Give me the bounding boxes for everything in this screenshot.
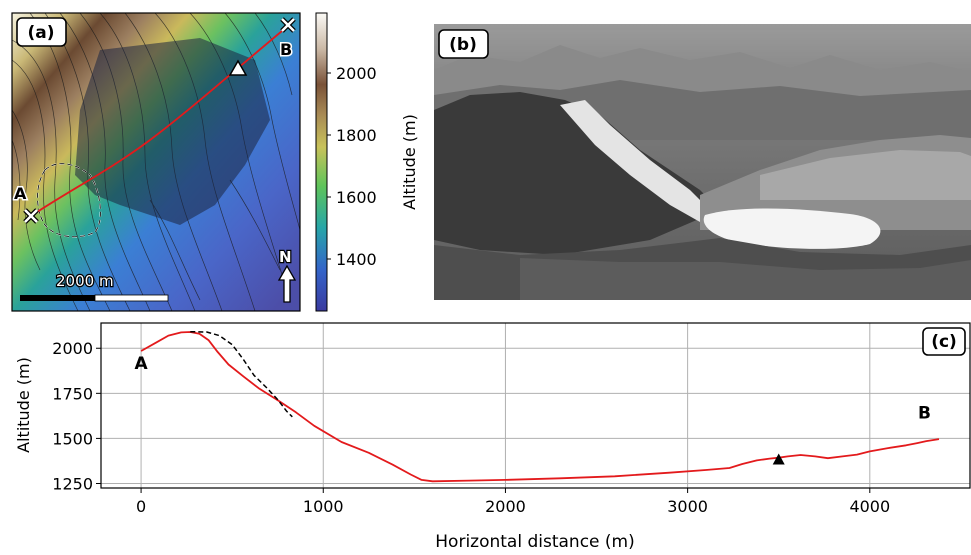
- colorbar: 2000 1800 1600 1400 Altitude (m): [315, 12, 419, 312]
- x-axis-label: Horizontal distance (m): [435, 532, 634, 551]
- colorbar-tick-label: 1600: [336, 188, 377, 207]
- x-tick-label: 2000: [485, 497, 526, 516]
- y-tick-label: 2000: [52, 339, 93, 358]
- north-label: N: [279, 248, 292, 266]
- panel-b-tag: (b): [438, 29, 489, 59]
- triangle-marker: [228, 59, 248, 76]
- point-a-label: A: [14, 184, 27, 203]
- photo-panel: [434, 24, 971, 300]
- y-tick-label: 1250: [52, 474, 93, 493]
- scalebar-white: [94, 294, 169, 302]
- y-axis-label: Altitude (m): [14, 357, 33, 453]
- point-label: A: [134, 354, 148, 374]
- y-axis-ticks: 1250 1500 1750 2000: [52, 339, 101, 493]
- chart-grid: [101, 323, 970, 488]
- point-label: B: [918, 404, 931, 424]
- svg-text:(b): (b): [449, 35, 477, 55]
- chart-frame: [100, 322, 971, 489]
- x-axis-ticks: 0 1000 2000 3000 4000: [136, 488, 890, 516]
- scalebar-black: [20, 295, 95, 301]
- landslide-scar: [560, 100, 712, 222]
- series-line-profile: [140, 331, 940, 483]
- landslide-area: [75, 38, 270, 225]
- point-b-marker: [280, 17, 296, 33]
- y-tick-label: 1750: [52, 384, 93, 403]
- north-arrow-icon: [277, 264, 297, 303]
- x-tick-label: 0: [136, 497, 146, 516]
- svg-text:(c): (c): [931, 332, 957, 352]
- y-tick-label: 1500: [52, 429, 93, 448]
- colorbar-tick-label: 1400: [336, 250, 377, 269]
- chart-annotations: AB: [134, 354, 931, 465]
- x-tick-label: 4000: [849, 497, 890, 516]
- lake: [703, 208, 881, 249]
- x-tick-label: 3000: [667, 497, 708, 516]
- map-panel: A B 2000 m N: [12, 13, 300, 311]
- scalebar-label: 2000 m: [56, 272, 114, 290]
- series-line-dashed: [190, 330, 293, 418]
- point-a-marker: [23, 208, 39, 224]
- triangle-marker: [772, 453, 785, 465]
- colorbar-label: Altitude (m): [400, 114, 419, 210]
- svg-text:(a): (a): [27, 23, 54, 43]
- colorbar-tick-label: 1800: [336, 126, 377, 145]
- profile-line: [30, 25, 289, 217]
- x-tick-label: 1000: [303, 497, 344, 516]
- chart-series: [140, 330, 940, 483]
- panel-a-tag: (a): [16, 17, 67, 47]
- colorbar-tick-label: 2000: [336, 64, 377, 83]
- point-b-label: B: [280, 40, 292, 59]
- panel-c-tag: (c): [922, 327, 966, 356]
